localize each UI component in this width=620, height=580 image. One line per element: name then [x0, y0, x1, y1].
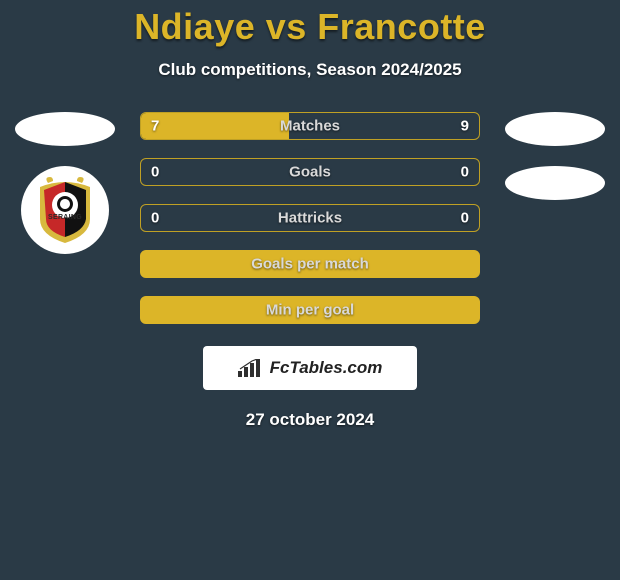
- stat-left-value: 0: [151, 210, 159, 227]
- stat-label: Hattricks: [278, 210, 342, 227]
- stat-left-value: 0: [151, 164, 159, 181]
- stat-label: Matches: [280, 118, 340, 135]
- right-player-photo-placeholder: [505, 112, 605, 146]
- fctables-logo-icon: [238, 359, 264, 377]
- club-crest-icon: SERAING: [34, 175, 96, 245]
- stat-label: Goals: [289, 164, 331, 181]
- page-title: Ndiaye vs Francotte: [0, 0, 620, 48]
- comparison-content: SERAING 7 9 Matches 0 0 Goals 0 0 Hattricks Goals…: [0, 112, 620, 324]
- stat-right-value: 0: [461, 164, 469, 181]
- stat-bars: 7 9 Matches 0 0 Goals 0 0 Hattricks Goals per mat…: [140, 112, 480, 324]
- left-player-club-badge: SERAING: [21, 166, 109, 254]
- stat-row: Min per goal: [140, 296, 480, 324]
- right-player-club-placeholder: [505, 166, 605, 200]
- stat-right-value: 9: [461, 118, 469, 135]
- stat-label: Min per goal: [266, 302, 354, 319]
- branding-card: FcTables.com: [203, 346, 417, 390]
- snapshot-date: 27 october 2024: [0, 410, 620, 430]
- stat-row: Goals per match: [140, 250, 480, 278]
- stat-label: Goals per match: [251, 256, 369, 273]
- subtitle: Club competitions, Season 2024/2025: [0, 60, 620, 80]
- stat-row: 7 9 Matches: [140, 112, 480, 140]
- stat-row: 0 0 Goals: [140, 158, 480, 186]
- left-player-column: SERAING: [10, 112, 120, 254]
- stat-left-value: 7: [151, 118, 159, 135]
- right-player-column: [500, 112, 610, 200]
- branding-text: FcTables.com: [270, 358, 383, 378]
- stat-bar-fill: [141, 113, 289, 139]
- left-player-photo-placeholder: [15, 112, 115, 146]
- club-name-text: SERAING: [34, 214, 96, 221]
- stat-row: 0 0 Hattricks: [140, 204, 480, 232]
- stat-right-value: 0: [461, 210, 469, 227]
